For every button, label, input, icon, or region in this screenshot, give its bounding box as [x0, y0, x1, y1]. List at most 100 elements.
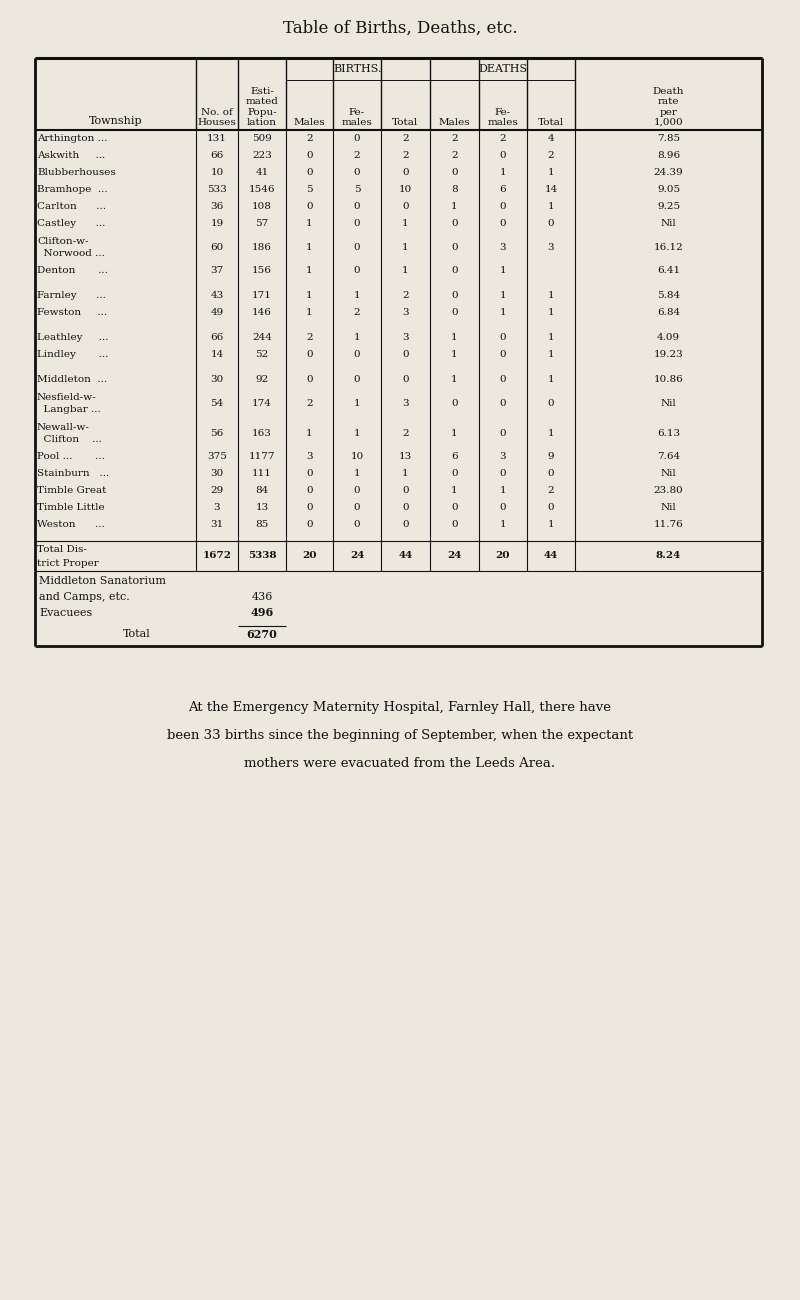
Text: 1: 1: [451, 202, 458, 211]
Text: trict Proper: trict Proper: [37, 559, 98, 568]
Text: 6: 6: [500, 185, 506, 194]
Text: 375: 375: [207, 452, 227, 462]
Text: 0: 0: [354, 243, 360, 251]
Text: Nesfield-w-: Nesfield-w-: [37, 393, 97, 402]
Text: 223: 223: [252, 151, 272, 160]
Text: 156: 156: [252, 266, 272, 276]
Text: At the Emergency Maternity Hospital, Farnley Hall, there have: At the Emergency Maternity Hospital, Far…: [189, 701, 611, 714]
Text: 0: 0: [354, 168, 360, 177]
Text: 11.76: 11.76: [654, 520, 683, 529]
Text: Carlton      ...: Carlton ...: [37, 202, 106, 211]
Text: 6: 6: [451, 452, 458, 462]
Text: Total Dis-: Total Dis-: [37, 546, 87, 555]
Text: Leathley     ...: Leathley ...: [37, 333, 109, 342]
Text: Middleton  ...: Middleton ...: [37, 374, 107, 384]
Text: 1: 1: [548, 168, 554, 177]
Text: Middleton Sanatorium: Middleton Sanatorium: [39, 576, 166, 586]
Text: Lindley       ...: Lindley ...: [37, 350, 108, 359]
Text: 2: 2: [451, 151, 458, 160]
Text: Fe-
males: Fe- males: [488, 108, 518, 127]
Text: Township: Township: [89, 116, 142, 126]
Text: 0: 0: [354, 266, 360, 276]
Text: 1: 1: [402, 218, 409, 227]
Text: 3: 3: [402, 399, 409, 407]
Text: Evacuees: Evacuees: [39, 608, 92, 618]
Text: Total: Total: [392, 118, 418, 127]
Text: Death
rate
per
1,000: Death rate per 1,000: [653, 87, 684, 127]
Text: 10: 10: [350, 452, 364, 462]
Text: 1: 1: [354, 469, 360, 478]
Text: 0: 0: [451, 469, 458, 478]
Text: 0: 0: [306, 486, 313, 495]
Text: 0: 0: [500, 429, 506, 438]
Text: 0: 0: [306, 350, 313, 359]
Text: 174: 174: [252, 399, 272, 407]
Text: 66: 66: [210, 151, 224, 160]
Text: 244: 244: [252, 333, 272, 342]
Text: Nil: Nil: [661, 469, 676, 478]
Text: 0: 0: [354, 374, 360, 384]
Text: 2: 2: [402, 151, 409, 160]
Text: 1: 1: [402, 266, 409, 276]
Text: 0: 0: [306, 168, 313, 177]
Text: 24: 24: [447, 551, 462, 560]
Text: 0: 0: [500, 503, 506, 512]
Text: 1: 1: [306, 266, 313, 276]
Text: 146: 146: [252, 308, 272, 317]
Text: 1: 1: [306, 243, 313, 251]
Text: 5: 5: [354, 185, 360, 194]
Text: 2: 2: [402, 134, 409, 143]
Text: 36: 36: [210, 202, 224, 211]
Text: 1: 1: [306, 429, 313, 438]
Text: 14: 14: [210, 350, 224, 359]
Text: 509: 509: [252, 134, 272, 143]
Text: 10: 10: [399, 185, 412, 194]
Text: 0: 0: [402, 374, 409, 384]
Text: 6270: 6270: [246, 628, 278, 640]
Text: 2: 2: [306, 134, 313, 143]
Text: 1: 1: [451, 350, 458, 359]
Text: 10.86: 10.86: [654, 374, 683, 384]
Text: Langbar ...: Langbar ...: [37, 406, 101, 415]
Text: 0: 0: [402, 202, 409, 211]
Text: 0: 0: [500, 399, 506, 407]
Text: 171: 171: [252, 291, 272, 300]
Text: 24.39: 24.39: [654, 168, 683, 177]
Text: 8.96: 8.96: [657, 151, 680, 160]
Text: 0: 0: [500, 333, 506, 342]
Text: 0: 0: [354, 503, 360, 512]
Text: 7.64: 7.64: [657, 452, 680, 462]
Text: 0: 0: [402, 168, 409, 177]
Text: Newall-w-: Newall-w-: [37, 422, 90, 432]
Text: 2: 2: [354, 308, 360, 317]
Text: 0: 0: [451, 266, 458, 276]
Text: Arthington ...: Arthington ...: [37, 134, 107, 143]
Text: 2: 2: [354, 151, 360, 160]
Text: 1: 1: [500, 520, 506, 529]
Text: Norwood ...: Norwood ...: [37, 250, 105, 259]
Text: 7.85: 7.85: [657, 134, 680, 143]
Text: Total: Total: [538, 118, 564, 127]
Text: Males: Males: [294, 118, 326, 127]
Text: Fe-
males: Fe- males: [342, 108, 372, 127]
Text: 1: 1: [500, 486, 506, 495]
Text: 2: 2: [306, 399, 313, 407]
Text: 4.09: 4.09: [657, 333, 680, 342]
Text: 2: 2: [548, 486, 554, 495]
Text: Bramhope  ...: Bramhope ...: [37, 185, 108, 194]
Text: 0: 0: [451, 503, 458, 512]
Text: 0: 0: [402, 486, 409, 495]
Text: 43: 43: [210, 291, 224, 300]
Text: 436: 436: [251, 592, 273, 602]
Text: 496: 496: [250, 607, 274, 619]
Text: 1: 1: [500, 168, 506, 177]
Text: 37: 37: [210, 266, 224, 276]
Text: 5338: 5338: [248, 551, 276, 560]
Text: 1: 1: [548, 350, 554, 359]
Text: 0: 0: [500, 151, 506, 160]
Text: 57: 57: [255, 218, 269, 227]
Text: 30: 30: [210, 469, 224, 478]
Text: 20: 20: [302, 551, 317, 560]
Text: 3: 3: [548, 243, 554, 251]
Text: Denton       ...: Denton ...: [37, 266, 108, 276]
